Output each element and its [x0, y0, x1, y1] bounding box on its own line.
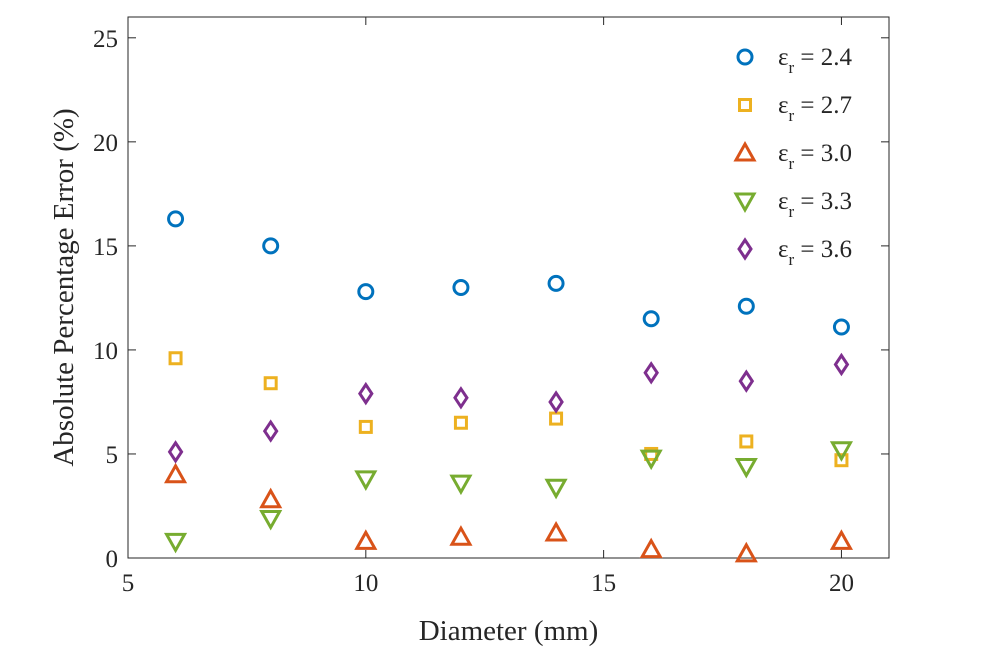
y-axis-label: Absolute Percentage Error (%): [48, 108, 80, 466]
data-point: [548, 390, 564, 414]
legend-marker: [738, 98, 752, 112]
legend-item: εr = 3.3: [733, 188, 852, 221]
y-tick-label: 10: [93, 338, 118, 365]
data-point: [358, 419, 373, 434]
legend: εr = 2.4 εr = 2.7 εr = 3.0 εr = 3.3 εr = 3.6: [733, 44, 853, 269]
data-points: [163, 210, 854, 563]
data-point: [642, 310, 660, 328]
data-point: [453, 386, 469, 410]
legend-marker: [736, 48, 754, 66]
data-point: [449, 474, 473, 496]
data-point: [452, 279, 470, 296]
legend-item: εr = 3.0: [733, 140, 852, 173]
data-point: [547, 274, 565, 292]
legend-marker: [733, 140, 757, 162]
data-point: [832, 318, 850, 336]
plot-area: [127, 16, 890, 559]
series-3: [163, 462, 854, 563]
x-tick-label: 5: [122, 570, 135, 597]
data-point: [737, 297, 755, 315]
data-point: [738, 369, 755, 393]
data-point: [544, 520, 568, 542]
x-tick-label: 10: [353, 570, 378, 597]
data-point: [168, 351, 183, 366]
data-point: [354, 529, 378, 550]
series-1: [167, 210, 850, 336]
series-5: [167, 352, 850, 464]
data-point: [734, 457, 758, 479]
data-point: [643, 361, 659, 385]
x-tick-label: 15: [591, 570, 616, 597]
series-4: [163, 441, 854, 554]
data-point: [453, 415, 468, 430]
data-point: [833, 352, 850, 377]
x-axis-label: Diameter (mm): [419, 615, 599, 647]
legend-marker: [733, 192, 757, 214]
legend-label: εr = 3.6: [778, 236, 852, 269]
y-tick-label: 15: [93, 234, 118, 261]
data-point: [354, 470, 378, 491]
data-point: [449, 525, 473, 546]
y-tick-label: 25: [93, 26, 118, 53]
data-point: [639, 537, 663, 559]
data-point: [549, 411, 564, 426]
data-point: [834, 453, 849, 468]
data-point: [734, 541, 758, 563]
data-point: [644, 446, 659, 461]
data-point: [163, 462, 188, 484]
data-point: [259, 509, 283, 531]
legend-label: εr = 2.7: [778, 92, 852, 125]
y-tick-label: 0: [106, 546, 119, 573]
legend-label: εr = 2.4: [778, 44, 853, 77]
data-point: [163, 532, 188, 554]
y-tick-label: 5: [106, 442, 119, 469]
data-point: [829, 529, 854, 550]
data-point: [544, 478, 568, 500]
data-point: [739, 434, 754, 449]
data-point: [262, 237, 280, 255]
data-point: [167, 210, 185, 228]
data-point: [829, 441, 854, 462]
axes-frame: [127, 16, 890, 559]
data-point: [357, 283, 375, 301]
series-2: [168, 351, 849, 468]
legend-item: εr = 2.7: [738, 92, 852, 125]
x-tick-label: 20: [829, 570, 854, 597]
data-point: [639, 449, 663, 471]
y-tick-label: 20: [93, 130, 118, 157]
legend-label: εr = 3.0: [778, 140, 852, 173]
data-point: [263, 376, 278, 391]
legend-item: εr = 2.4: [736, 44, 853, 77]
legend-label: εr = 3.3: [778, 188, 852, 221]
data-point: [262, 419, 279, 443]
data-point: [167, 440, 184, 464]
legend-item: εr = 3.6: [737, 236, 852, 269]
legend-marker: [737, 237, 753, 261]
data-point: [259, 487, 283, 509]
data-point: [358, 381, 374, 406]
